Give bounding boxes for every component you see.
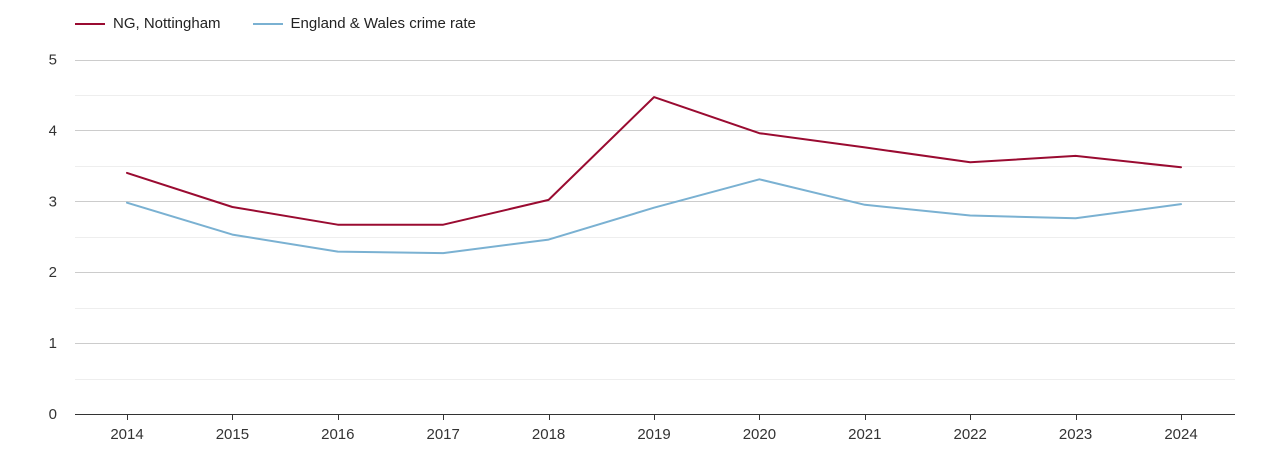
data-point[interactable]	[441, 251, 445, 255]
legend-swatch-nottingham	[75, 22, 105, 25]
data-point[interactable]	[1179, 202, 1183, 206]
y-tick-label: 2	[49, 264, 57, 281]
data-point[interactable]	[968, 213, 972, 217]
y-tick-label: 0	[49, 406, 57, 423]
x-tick-label: 2020	[743, 426, 776, 443]
data-point[interactable]	[230, 205, 234, 209]
x-tick-label: 2018	[532, 426, 565, 443]
series-line-nottingham[interactable]	[126, 96, 1182, 226]
data-point[interactable]	[547, 198, 551, 202]
y-tick-label: 1	[49, 335, 57, 352]
data-point[interactable]	[336, 250, 340, 254]
legend-item-england-wales[interactable]: England & Wales crime rate	[252, 15, 476, 32]
data-point[interactable]	[547, 238, 551, 242]
data-point[interactable]	[757, 177, 761, 181]
data-point[interactable]	[863, 145, 867, 149]
data-point[interactable]	[652, 206, 656, 210]
legend-swatch-england-wales	[252, 22, 283, 25]
y-axis: 0 1 2 3 4 5	[49, 52, 57, 424]
data-point[interactable]	[1179, 165, 1183, 169]
x-tick-label: 2024	[1164, 426, 1197, 443]
series-lines	[125, 95, 1183, 255]
x-tick-label: 2021	[848, 426, 881, 443]
data-point[interactable]	[1074, 154, 1078, 158]
x-axis: 2014 2015 2016 2017 2018 2019 2020 2021 2022 2023…	[110, 414, 1198, 443]
data-point[interactable]	[125, 171, 129, 175]
data-point[interactable]	[757, 131, 761, 135]
data-point[interactable]	[230, 233, 234, 237]
data-point[interactable]	[441, 223, 445, 227]
x-tick-label: 2017	[427, 426, 460, 443]
x-tick-label: 2022	[954, 426, 987, 443]
y-tick-label: 4	[49, 122, 57, 139]
data-point[interactable]	[125, 201, 129, 205]
legend: NG, Nottingham England & Wales crime rat…	[75, 15, 508, 32]
y-tick-label: 3	[49, 193, 57, 210]
x-tick-label: 2019	[637, 426, 670, 443]
gridlines	[75, 60, 1235, 415]
data-point[interactable]	[968, 160, 972, 164]
x-tick-label: 2014	[110, 426, 143, 443]
data-point[interactable]	[652, 95, 656, 99]
x-tick-label: 2016	[321, 426, 354, 443]
x-tick-label: 2015	[216, 426, 249, 443]
series-line-england-wales[interactable]	[126, 178, 1182, 255]
legend-item-nottingham[interactable]: NG, Nottingham	[75, 15, 221, 32]
legend-label-nottingham: NG, Nottingham	[113, 15, 221, 32]
data-point[interactable]	[1074, 216, 1078, 220]
data-point[interactable]	[336, 223, 340, 227]
x-tick-label: 2023	[1059, 426, 1092, 443]
y-tick-label: 5	[49, 52, 57, 69]
legend-label-england-wales: England & Wales crime rate	[290, 15, 476, 32]
data-point[interactable]	[863, 203, 867, 207]
